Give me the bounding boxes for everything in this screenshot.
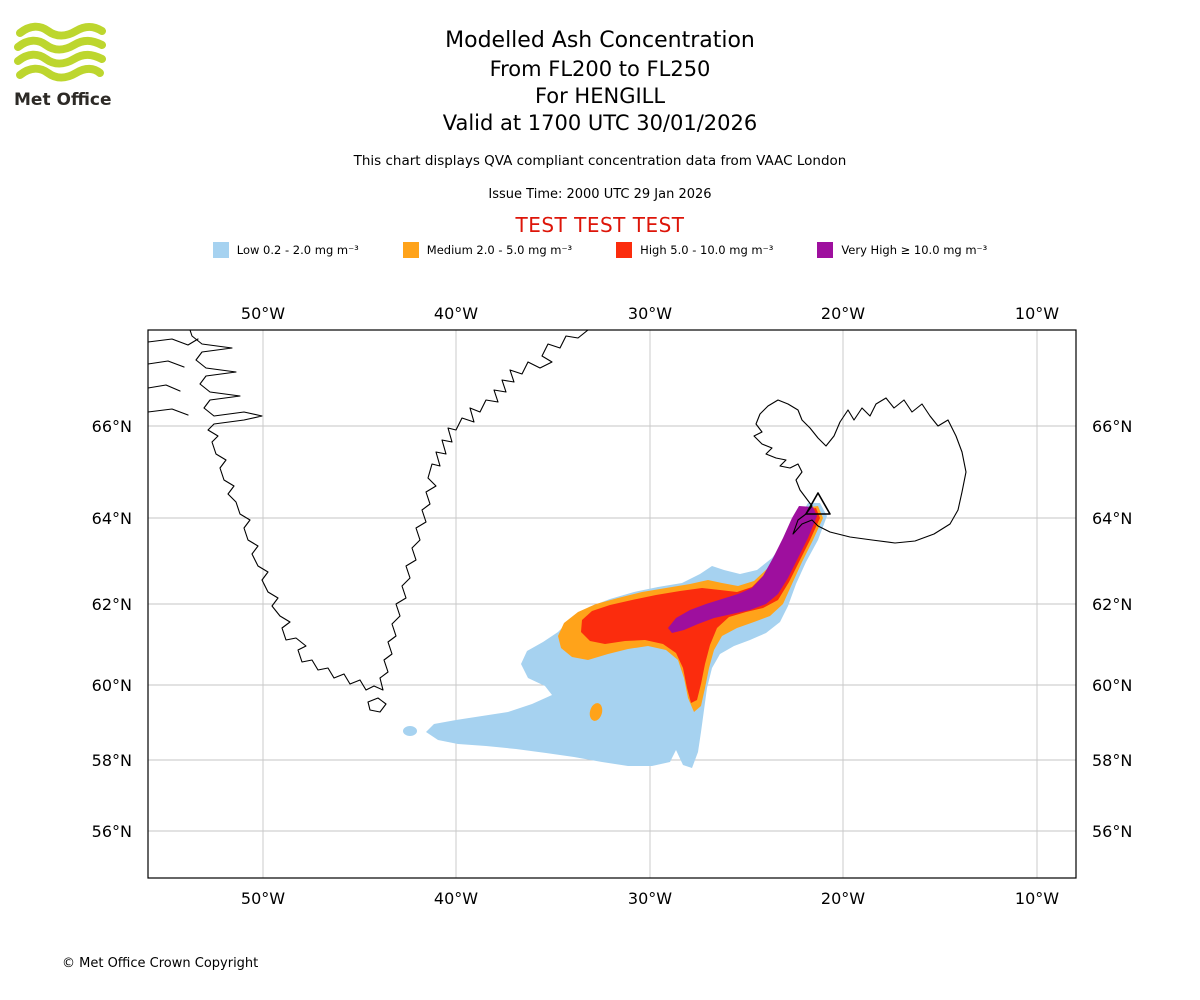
lat-label-left-58n: 58°N (92, 751, 132, 770)
legend-swatch-high (616, 242, 633, 258)
coastline-greenland-fjords (148, 338, 199, 416)
met-office-logo: Met Office (14, 22, 124, 110)
lat-label-right-56n: 56°N (1092, 822, 1132, 841)
lon-label-bottom-30w: 30°W (628, 889, 672, 908)
legend-label-low: Low 0.2 - 2.0 mg m⁻³ (236, 243, 359, 257)
met-office-logo-text: Met Office (14, 90, 112, 110)
lat-label-right-64n: 64°N (1092, 509, 1132, 528)
issue-time: Issue Time: 2000 UTC 29 Jan 2026 (488, 187, 712, 202)
lon-label-top-30w: 30°W (628, 304, 672, 323)
legend: Low 0.2 - 2.0 mg m⁻³ Medium 2.0 - 5.0 mg… (0, 242, 1200, 258)
met-office-logo-icon (14, 22, 106, 82)
coastline-iceland (753, 397, 967, 544)
legend-item-low: Low 0.2 - 2.0 mg m⁻³ (212, 242, 359, 258)
legend-label-medium: Medium 2.0 - 5.0 mg m⁻³ (426, 243, 573, 257)
ash-region-medium-patch (589, 703, 603, 721)
lon-label-top-40w: 40°W (434, 304, 478, 323)
lat-label-left-60n: 60°N (92, 676, 132, 695)
test-banner: TEST TEST TEST (515, 213, 685, 237)
chart-header: Modelled Ash Concentration From FL200 to… (0, 26, 1200, 237)
chart-subtitle-valid-time: Valid at 1700 UTC 30/01/2026 (442, 111, 758, 135)
ash-region-high (581, 508, 820, 703)
logo-wave (16, 64, 104, 82)
logo-wave (16, 22, 106, 40)
logo-wave (14, 50, 106, 68)
logo-waves (14, 22, 106, 82)
legend-item-veryhigh: Very High ≥ 10.0 mg m⁻³ (817, 242, 987, 258)
lat-label-right-62n: 62°N (1092, 595, 1132, 614)
ash-region-low-patch (403, 726, 417, 736)
chart-subtitle-flight-levels: From FL200 to FL250 (489, 57, 711, 81)
copyright-notice: © Met Office Crown Copyright (62, 956, 259, 971)
chart-description: This chart displays QVA compliant concen… (353, 153, 847, 169)
coastline-greenland (189, 330, 589, 691)
lon-label-bottom-50w: 50°W (241, 889, 285, 908)
logo-wave (14, 36, 106, 54)
legend-item-high: High 5.0 - 10.0 mg m⁻³ (616, 242, 773, 258)
lat-label-right-66n: 66°N (1092, 417, 1132, 436)
legend-label-veryhigh: Very High ≥ 10.0 mg m⁻³ (841, 243, 988, 257)
chart-subtitle-volcano: For HENGILL (534, 84, 666, 108)
lat-label-right-58n: 58°N (1092, 751, 1132, 770)
volcano-marker-icon (805, 492, 831, 515)
lat-label-right-60n: 60°N (1092, 676, 1132, 695)
map-border (147, 329, 1077, 879)
legend-swatch-veryhigh (817, 242, 834, 258)
legend-swatch-low (212, 242, 229, 258)
lon-label-top-50w: 50°W (241, 304, 285, 323)
lon-label-top-20w: 20°W (821, 304, 865, 323)
legend-item-medium: Medium 2.0 - 5.0 mg m⁻³ (402, 242, 573, 258)
lon-label-bottom-40w: 40°W (434, 889, 478, 908)
chart-title: Modelled Ash Concentration (445, 28, 755, 53)
lat-label-left-66n: 66°N (92, 417, 132, 436)
lat-label-left-62n: 62°N (92, 595, 132, 614)
lon-label-bottom-20w: 20°W (821, 889, 865, 908)
lat-label-left-64n: 64°N (92, 509, 132, 528)
legend-swatch-medium (402, 242, 419, 258)
lon-label-bottom-10w: 10°W (1015, 889, 1059, 908)
lat-label-left-56n: 56°N (92, 822, 132, 841)
lon-label-top-10w: 10°W (1015, 304, 1059, 323)
coastline-greenland-island (367, 697, 387, 713)
legend-label-high: High 5.0 - 10.0 mg m⁻³ (640, 243, 774, 257)
ash-region-veryhigh (668, 506, 817, 633)
